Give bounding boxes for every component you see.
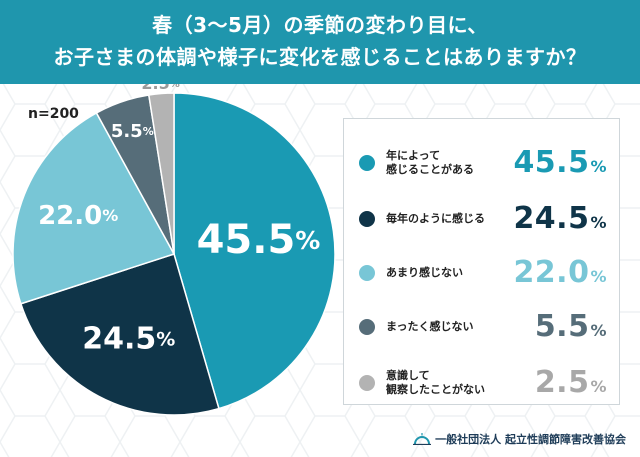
title-line-2: お子さまの体調や様子に変化を感じることはありますか？ <box>53 45 587 69</box>
legend-value: 45.5% <box>513 145 607 180</box>
legend-label: あまり感じない <box>386 266 463 279</box>
legend-value: 22.0% <box>513 255 607 290</box>
legend-label: 毎年のように感じる <box>386 212 485 225</box>
legend-value: 5.5% <box>534 309 607 344</box>
slice-value-label: 24.5% <box>82 321 175 356</box>
legend-label: まったく感じない <box>386 320 474 333</box>
pie-slice <box>12 111 176 305</box>
slice-value-label: 22.0% <box>38 201 118 231</box>
legend-item: 毎年のように感じる 24.5% <box>344 199 621 239</box>
legend-item: あまり感じない 22.0% <box>344 253 621 293</box>
sunrise-logo-icon <box>413 433 432 445</box>
title-line-1: 春（3〜5月）の季節の変わり目に、 <box>152 13 488 37</box>
pie-slice <box>173 92 336 410</box>
legend: 年によって 感じることがある 45.5% 毎年のように感じる 24.5% あまり感じない 2… <box>343 118 620 405</box>
legend-item: 年によって 感じることがある 45.5% <box>344 143 621 183</box>
legend-swatch <box>359 375 375 391</box>
legend-value: 24.5% <box>513 201 607 236</box>
legend-label: 意識して 観察したことがない <box>386 369 485 396</box>
slice-value-label: 2.5% <box>141 84 179 92</box>
slice-value-label: 45.5% <box>197 217 321 263</box>
legend-value: 2.5% <box>534 365 607 400</box>
footer-organization: 一般社団法人 起立性調節障害改善協会 <box>413 431 626 447</box>
sample-size-label: n=200 <box>28 106 79 122</box>
legend-label: 年によって 感じることがある <box>386 149 474 176</box>
footer-org-name: 一般社団法人 起立性調節障害改善協会 <box>435 433 626 446</box>
legend-swatch <box>359 155 375 171</box>
pie-slice <box>147 92 175 255</box>
legend-swatch <box>359 319 375 335</box>
pie-slice <box>19 253 220 416</box>
legend-item: 意識して 観察したことがない 2.5% <box>344 363 621 403</box>
slice-value-label: 5.5% <box>111 121 154 142</box>
title-banner: 春（3〜5月）の季節の変わり目に、 お子さまの体調や様子に変化を感じることはあり… <box>0 0 640 84</box>
legend-item: まったく感じない 5.5% <box>344 307 621 347</box>
pie-chart: 45.5% 24.5% 22.0% 5.5% 2.5% <box>12 84 336 416</box>
legend-swatch <box>359 211 375 227</box>
legend-swatch <box>359 265 375 281</box>
